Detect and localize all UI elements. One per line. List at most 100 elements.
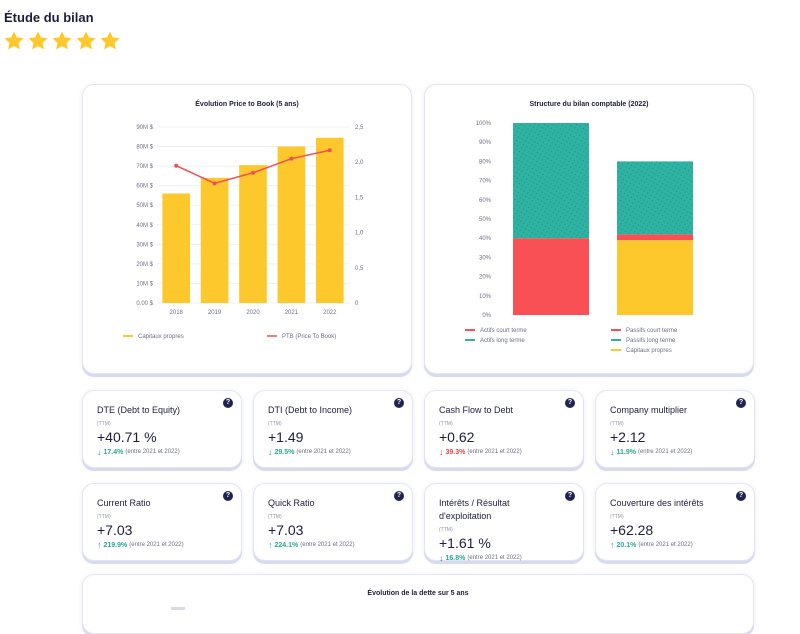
y-tick-label: 10% (479, 294, 492, 300)
metric-body: Intérêts / Résultat d'exploitation (TTM) +… (439, 497, 557, 565)
metric-change-period: (entre 2021 et 2022) (467, 555, 522, 561)
metric-value: +62.28 (610, 522, 654, 538)
metric-change-percent: 20.1% (616, 542, 637, 549)
stacked-bar-segment (513, 123, 589, 239)
metric-value: +2.12 (610, 429, 646, 445)
stacked-bar-segment (617, 240, 693, 315)
y-tick-label: 0% (482, 313, 491, 319)
metric-value: +7.03 (97, 522, 133, 538)
arrow-down-icon: ↓ (97, 447, 102, 457)
arrow-down-icon: ↓ (439, 553, 444, 563)
star-icon (100, 31, 120, 50)
metric-change-percent: 39.3% (445, 449, 466, 456)
metric-body: Couverture des intérêts (TTM) +62.28 ↑ 20.1%… (610, 497, 728, 552)
metric-name: Quick Ratio (268, 498, 315, 508)
y-tick-label: 40% (479, 236, 492, 242)
arrow-up-icon: ↑ (268, 540, 273, 550)
metric-change-period: (entre 2021 et 2022) (467, 449, 522, 455)
arrow-down-icon: ↓ (610, 447, 615, 457)
debt-chart-title: Évolution de la dette sur 5 ans (367, 590, 469, 597)
y-left-tick-label: 0.00 $ (136, 301, 153, 307)
y-right-tick-label: 2,0 (355, 160, 364, 166)
metric-card: ? DTE (Debt to Equity) (TTM) +40.71 % ↓ 17.4%… (82, 390, 242, 468)
arrow-up-icon: ↑ (610, 540, 615, 550)
metric-ttm-label: (TTM) (268, 514, 282, 520)
metric-body: DTE (Debt to Equity) (TTM) +40.71 % ↓ 17.4%(… (97, 404, 215, 459)
metric-change-percent: 29.5% (274, 449, 295, 456)
ptb-point (251, 170, 255, 175)
help-icon[interactable]: ? (223, 491, 233, 501)
y-left-tick-label: 10M $ (136, 281, 153, 287)
y-tick-label: 100% (476, 121, 492, 127)
metric-change: ↓ 17.4% (entre 2021 et 2022) (97, 446, 215, 459)
metric-ttm-label: (TTM) (97, 514, 111, 520)
help-icon[interactable]: ? (394, 491, 404, 501)
star-icon (76, 31, 96, 50)
stacked-bar-segment (513, 238, 589, 315)
ptb-point (212, 181, 217, 186)
bar (200, 177, 229, 303)
legend-label: Actifs long terme (480, 338, 525, 344)
metric-change-period: (entre 2021 et 2022) (637, 449, 693, 455)
metric-change: ↑ 219.9% (entre 2021 et 2022) (97, 539, 215, 552)
x-tick-label: 2022 (323, 310, 337, 316)
y-right-tick-label: 1,5 (355, 195, 364, 201)
metric-name: DTE (Debt to Equity) (97, 405, 181, 415)
metric-ttm-label: (TTM) (610, 514, 624, 520)
y-left-tick-label: 90M $ (136, 125, 153, 131)
help-icon[interactable]: ? (736, 398, 746, 408)
arrow-up-icon: ↑ (97, 540, 102, 550)
ptb-chart: 0.00 $ 10M $ 20M $ 30M $ 40M $ 50M $ 60M $ 70M … (123, 125, 364, 340)
arrow-down-icon: ↓ (439, 447, 444, 457)
metric-card: ? Current Ratio (TTM) +7.03 ↑ 219.9% (entre 20… (82, 483, 242, 561)
metric-change-percent: 219.9% (103, 542, 128, 549)
y-tick-label: 50% (479, 217, 492, 223)
metric-ttm-label: (TTM) (439, 527, 453, 533)
star-icon (4, 31, 24, 50)
metric-change: ↓ 11.9% (entre 2021 et 2022) (610, 446, 728, 459)
y-right-tick-label: 0 (355, 301, 359, 307)
help-icon[interactable]: ? (223, 398, 233, 408)
bar (277, 146, 306, 303)
metric-change: ↓ 16.8% (entre 2021 et 2022) (439, 552, 557, 565)
metric-change-period: (entre 2021 et 2022) (129, 542, 184, 548)
metric-ttm-label: (TTM) (439, 421, 453, 427)
metric-name: Current Ratio (97, 498, 151, 508)
legend-label-ptb: PTB (Price To Book) (282, 334, 336, 340)
y-left-tick-label: 70M $ (136, 164, 153, 170)
arrow-down-icon: ↓ (268, 447, 273, 457)
metric-ttm-label: (TTM) (97, 421, 111, 427)
metric-change: ↑ 224.1% (entre 2021 et 2022) (268, 539, 386, 552)
stacked-bar-segment (617, 161, 693, 235)
structure-chart-title: Structure du bilan comptable (2022) (529, 101, 649, 108)
metric-name: Company multiplier (610, 405, 688, 415)
y-tick-label: 30% (479, 255, 492, 261)
ptb-point (174, 163, 179, 168)
metric-body: Company multiplier (TTM) +2.12 ↓ 11.9% (entre… (610, 404, 728, 459)
y-left-tick-label: 80M $ (136, 145, 153, 151)
bar (315, 137, 344, 303)
metric-change-period: (entre 2021 et 2022) (638, 542, 693, 548)
help-icon[interactable]: ? (565, 398, 575, 408)
metric-change-percent: 17.4% (103, 449, 124, 456)
y-right-tick-label: 0,5 (355, 266, 364, 272)
x-tick-label: 2018 (170, 310, 184, 316)
debt-chart-axis-stub (171, 607, 185, 610)
help-icon[interactable]: ? (565, 491, 575, 501)
ptb-chart-title: Évolution Price to Book (5 ans) (195, 101, 299, 108)
ptb-chart-card: Évolution Price to Book (5 ans) 0.00 $ 10… (82, 84, 412, 374)
bar (162, 193, 191, 303)
metric-card: ? Cash Flow to Debt (TTM) +0.62 ↓ 39.3% (entre… (424, 390, 584, 468)
x-tick-label: 2021 (285, 310, 299, 316)
legend-label: Passifs long terme (626, 338, 676, 344)
metric-value: +0.62 (439, 429, 475, 445)
metric-change-percent: 16.8% (445, 555, 466, 562)
ptb-point (289, 156, 294, 161)
metric-body: Cash Flow to Debt (TTM) +0.62 ↓ 39.3% (entre … (439, 404, 557, 459)
help-icon[interactable]: ? (394, 398, 404, 408)
help-icon[interactable]: ? (736, 491, 746, 501)
y-right-tick-label: 1,0 (355, 231, 364, 237)
structure-chart-card: Structure du bilan comptable (2022) 0% 10… (424, 84, 754, 374)
ptb-point (327, 148, 332, 153)
stacked-bar-segment (617, 234, 693, 241)
